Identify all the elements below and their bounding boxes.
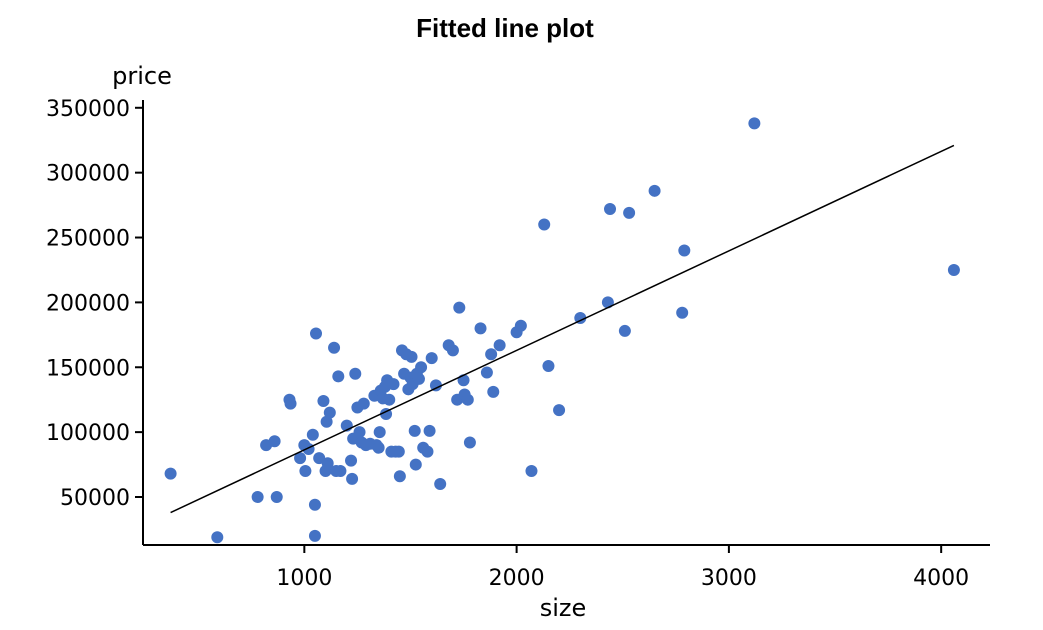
data-point [294,452,307,465]
data-point [463,436,476,449]
data-point [748,117,761,130]
data-point [493,339,506,352]
data-point [623,206,636,219]
data-point [349,367,362,380]
data-point [270,490,283,503]
data-point [332,370,345,383]
data-point [328,341,341,354]
data-point [678,244,691,257]
data-point [251,490,264,503]
data-point [538,218,551,231]
data-point [357,397,370,410]
data-point [346,472,359,485]
data-point [299,465,312,478]
data-point [676,306,689,319]
data-point [383,393,396,406]
x-axis-label: size [540,594,587,622]
data-point [284,397,297,410]
data-point [308,498,321,511]
data-point [429,379,442,392]
data-point [648,184,661,197]
y-tick-label: 350000 [46,97,130,122]
data-point [480,366,493,379]
data-point [618,324,631,337]
x-tick-label: 2000 [489,566,545,591]
data-point [392,445,405,458]
data-point [308,529,321,542]
y-tick-label: 100000 [46,421,130,446]
data-points [164,117,960,544]
data-point [461,393,474,406]
data-point [434,478,447,491]
data-point [268,435,281,448]
data-point [421,445,434,458]
data-point [310,327,323,340]
data-point [211,531,224,544]
data-point [345,454,358,467]
x-tick-label: 3000 [701,566,757,591]
data-point [387,378,400,391]
data-point [514,319,527,332]
y-tick-label: 200000 [46,291,130,316]
data-point [317,394,330,407]
x-ticks: 1000 2000 3000 4000 [276,545,969,591]
data-point [302,442,315,455]
y-tick-label: 50000 [60,486,130,511]
data-point [353,426,366,439]
fitted-regression-line [170,144,955,514]
x-tick-label: 1000 [276,566,332,591]
chart-title: Fitted line plot [416,13,594,43]
data-point [453,301,466,314]
data-point [334,465,347,478]
data-point [553,404,566,417]
data-point [412,372,425,385]
data-point [474,322,487,335]
y-axis-label: price [112,62,172,90]
data-point [409,458,422,471]
data-point [415,361,428,374]
data-point [373,426,386,439]
data-point [542,359,555,372]
data-point [446,344,459,357]
y-tick-label: 150000 [46,356,130,381]
data-point [321,457,334,470]
data-point [323,406,336,419]
x-tick-label: 4000 [913,566,969,591]
data-point [485,348,498,361]
y-tick-label: 250000 [46,227,130,252]
data-point [425,352,438,365]
data-point [525,465,538,478]
data-point [393,470,406,483]
data-point [320,415,333,428]
data-point [423,424,436,437]
data-point [372,441,385,454]
data-point [164,467,177,480]
data-point [574,311,587,324]
data-point [947,263,960,276]
data-point [487,385,500,398]
data-point [405,350,418,363]
data-point [601,296,614,309]
data-point [306,428,319,441]
y-tick-label: 300000 [46,162,130,187]
y-ticks: 50000 100000 150000 200000 250000 300000 35000… [46,97,143,511]
data-point [604,202,617,215]
data-point [408,424,421,437]
